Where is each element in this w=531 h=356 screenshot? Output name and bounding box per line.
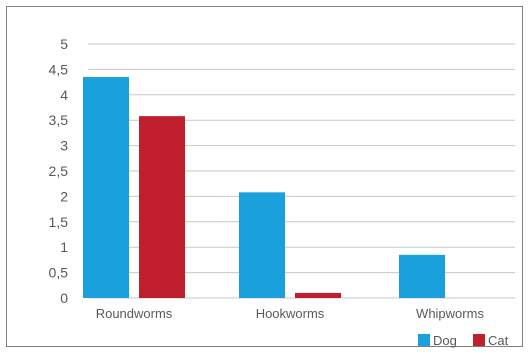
bar-cat-hookworms	[295, 292, 341, 298]
y-tick-label: 4	[60, 87, 68, 103]
x-tick-label: Whipworms	[416, 306, 484, 321]
x-axis: Roundworms Hookworms Whipworms	[96, 306, 485, 321]
x-tick-label: Hookworms	[256, 306, 325, 321]
y-tick-label: 3	[60, 138, 68, 154]
y-tick-label: 0,5	[49, 265, 69, 281]
legend: Dog Cat	[418, 333, 509, 348]
bar-dog-hookworms	[239, 192, 285, 298]
y-tick-label: 5	[60, 36, 68, 52]
y-tick-label: 4,5	[49, 61, 69, 77]
y-tick-label: 2,5	[49, 163, 69, 179]
legend-label-cat: Cat	[488, 333, 509, 348]
legend-label-dog: Dog	[433, 333, 457, 348]
bar-dog-roundworms	[83, 77, 129, 299]
y-tick-label: 0	[60, 290, 68, 306]
x-tick-label: Roundworms	[96, 306, 173, 321]
bar-cat-roundworms	[139, 116, 185, 298]
bar-dog-whipworms	[399, 254, 445, 298]
y-tick-label: 1,5	[49, 214, 69, 230]
y-tick-label: 1	[60, 239, 68, 255]
legend-swatch-dog	[418, 334, 430, 346]
y-tick-label: 2	[60, 188, 68, 204]
y-tick-label: 3,5	[49, 112, 69, 128]
legend-swatch-cat	[473, 334, 485, 346]
y-axis: 0 0,5 1 1,5 2 2,5 3 3,5 4 4,5 5	[49, 36, 69, 306]
bars	[83, 77, 445, 299]
